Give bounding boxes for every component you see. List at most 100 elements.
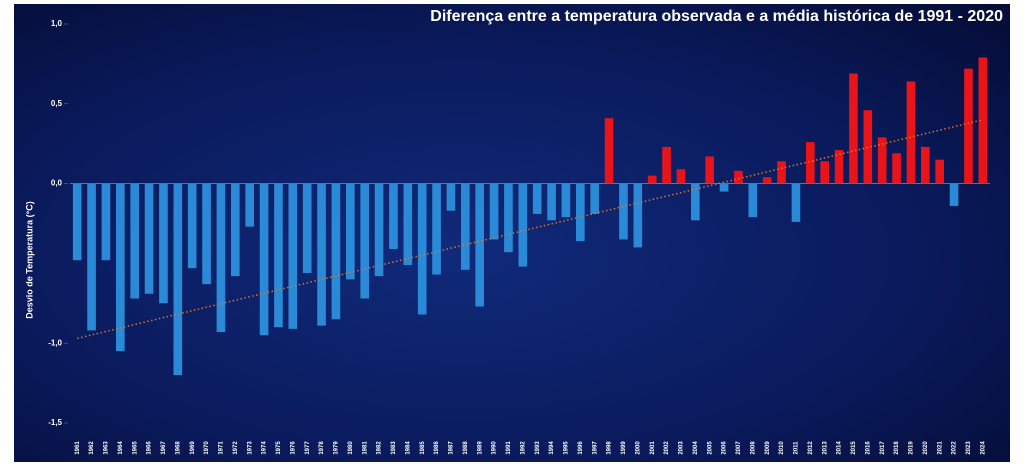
bar	[877, 137, 887, 184]
bar	[216, 183, 226, 333]
bar	[72, 183, 82, 261]
bar	[791, 183, 801, 222]
x-tick-label: 1986	[434, 441, 440, 455]
bar	[259, 183, 269, 336]
x-tick-label: 1988	[463, 441, 469, 455]
x-tick-label: 1982	[377, 441, 383, 455]
bar	[532, 183, 542, 214]
bar	[820, 161, 829, 184]
bar	[691, 183, 700, 221]
bar	[892, 153, 901, 184]
bar	[389, 183, 398, 250]
x-tick-label: 1969	[190, 441, 196, 455]
bar	[403, 183, 413, 265]
bar	[662, 146, 671, 184]
bar	[777, 161, 786, 184]
bar	[561, 183, 571, 218]
x-tick-label: 1984	[405, 441, 411, 455]
x-tick-label: 2020	[923, 441, 929, 455]
bar	[274, 183, 283, 328]
bar	[576, 183, 585, 242]
x-tick-label: 2018	[894, 441, 900, 455]
bar	[173, 183, 183, 376]
y-tick-label: 0,0	[51, 179, 63, 188]
x-tick-label: 1968	[175, 441, 181, 455]
x-tick-label: 1973	[247, 441, 253, 455]
x-tick-label: 1962	[89, 441, 95, 455]
x-tick-label: 1964	[118, 441, 124, 455]
x-tick-label: 2019	[909, 441, 915, 455]
x-tick-label: 1991	[506, 441, 512, 455]
bar	[921, 146, 930, 184]
bar	[144, 183, 154, 294]
x-tick-label: 2024	[980, 441, 986, 455]
bar	[130, 183, 139, 299]
y-tick-label: 0,5	[51, 99, 63, 108]
y-tick-label: -1,5	[48, 418, 62, 427]
bar	[360, 183, 369, 299]
bar	[734, 170, 743, 184]
x-tick-label: 1970	[204, 441, 210, 455]
bar	[705, 156, 714, 184]
x-tick-label: 1987	[449, 441, 455, 455]
x-tick-label: 1975	[276, 441, 282, 455]
bar	[116, 183, 125, 352]
x-tick-label: 1985	[420, 441, 426, 455]
x-tick-label: 1997	[592, 441, 598, 455]
x-tick-label: 2012	[808, 441, 814, 455]
bar	[762, 177, 772, 184]
bar	[187, 183, 197, 269]
x-tick-label: 2002	[664, 441, 670, 455]
bar	[619, 183, 628, 240]
x-tick-label: 1992	[520, 441, 526, 455]
bar	[446, 183, 456, 211]
bar	[633, 183, 643, 248]
bar	[906, 81, 916, 184]
bar	[547, 183, 556, 221]
x-tick-label: 1977	[305, 441, 311, 455]
bar	[849, 73, 858, 184]
bar	[346, 183, 355, 280]
bar	[518, 183, 528, 267]
bar	[935, 159, 944, 184]
x-tick-label: 1999	[621, 441, 627, 455]
x-tick-label: 1993	[535, 441, 541, 455]
x-tick-label: 2016	[865, 441, 871, 455]
x-tick-label: 2010	[779, 441, 785, 455]
x-tick-label: 2005	[707, 441, 713, 455]
bar	[834, 150, 844, 184]
bar	[748, 183, 758, 218]
x-tick-label: 2021	[937, 441, 943, 455]
x-tick-label: 2013	[822, 441, 828, 455]
x-tick-label: 2001	[650, 441, 656, 455]
x-tick-label: 2007	[736, 441, 742, 455]
x-tick-label: 1996	[578, 441, 584, 455]
x-tick-label: 1983	[391, 441, 397, 455]
x-tick-label: 1966	[147, 441, 153, 455]
bar	[719, 183, 729, 192]
bar	[475, 183, 484, 307]
bar	[317, 183, 326, 326]
x-tick-label: 1961	[75, 441, 81, 455]
bar	[87, 183, 96, 331]
bar	[302, 183, 312, 273]
x-tick-label: 2003	[679, 441, 685, 455]
x-tick-label: 2023	[966, 441, 972, 455]
x-tick-label: 2000	[635, 441, 641, 455]
y-axis-label: Desvio de Temperatura (°C)	[24, 201, 34, 318]
x-tick-label: 1995	[564, 441, 570, 455]
bar	[949, 183, 959, 206]
bar	[489, 183, 499, 240]
x-tick-label: 2004	[693, 441, 699, 455]
x-tick-label: 2015	[851, 441, 857, 455]
bar	[647, 175, 657, 184]
x-tick-label: 2022	[952, 441, 958, 455]
x-tick-label: 1967	[161, 441, 167, 455]
bar	[159, 183, 168, 304]
x-tick-label: 1981	[362, 441, 368, 455]
x-tick-label: 1974	[262, 441, 268, 455]
x-tick-label: 1990	[492, 441, 498, 455]
bar	[101, 183, 111, 261]
